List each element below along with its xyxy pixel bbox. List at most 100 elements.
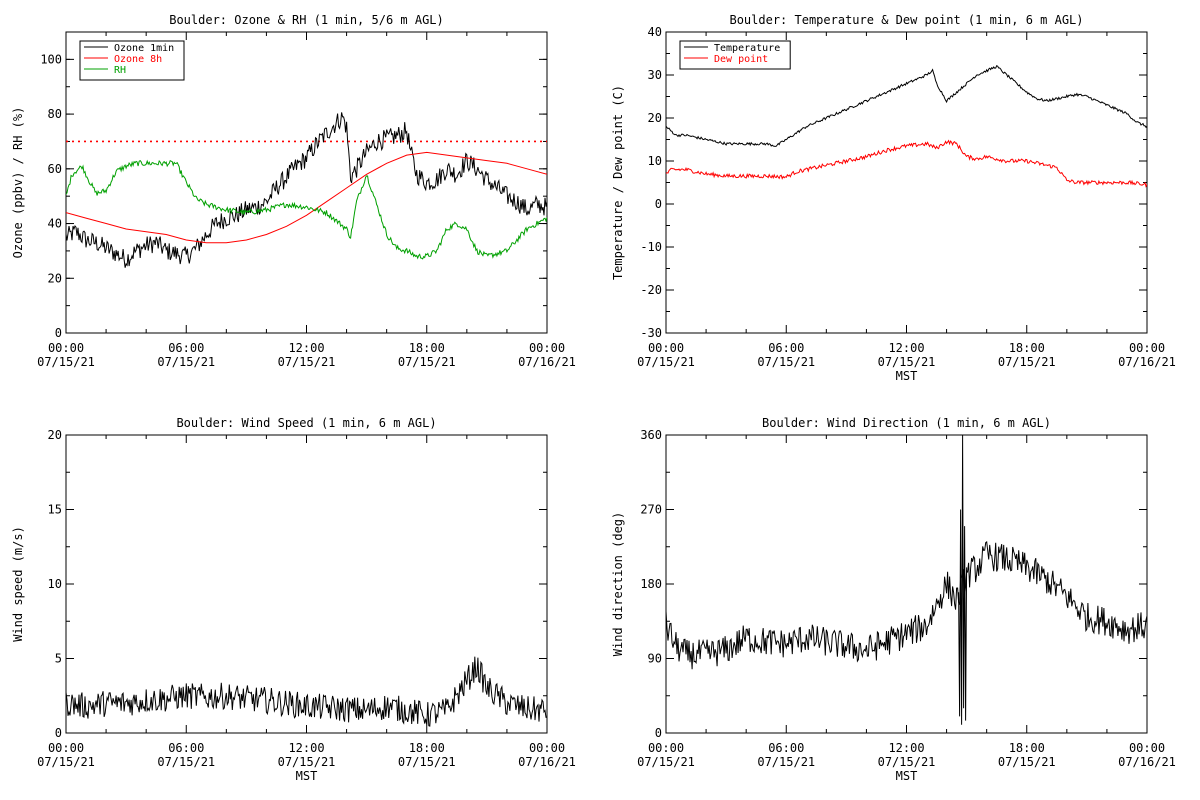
x-tick-time-label: 18:00 [409,341,445,355]
x-tick-date-label: 07/15/21 [278,755,336,769]
y-tick-label: 30 [648,68,662,82]
y-tick-label: 10 [48,577,62,591]
x-tick-time-label: 00:00 [648,741,684,755]
x-tick-date-label: 07/15/21 [878,755,936,769]
x-tick-date-label: 07/15/21 [37,755,95,769]
x-tick-date-label: 07/15/21 [878,355,936,369]
chart-title: Boulder: Ozone & RH (1 min, 5/6 m AGL) [169,13,444,27]
x-tick-date-label: 07/15/21 [37,355,95,369]
x-tick-time-label: 12:00 [888,341,924,355]
x-axis-label: MST [296,769,318,783]
x-tick-time-label: 06:00 [168,341,204,355]
y-tick-label: 180 [640,577,662,591]
y-tick-label: 360 [640,428,662,442]
x-tick-time-label: 06:00 [768,341,804,355]
x-tick-date-label: 07/15/21 [398,755,456,769]
x-axis-label: MST [896,769,918,783]
data-area [666,435,1147,725]
x-tick-time-label: 00:00 [1129,341,1165,355]
x-tick-date-label: 07/15/21 [637,355,695,369]
y-axis-label: Ozone (ppbv) / RH (%) [11,107,25,259]
chart-title: Boulder: Wind Speed (1 min, 6 m AGL) [176,416,436,430]
chart-panel-1: Boulder: Ozone & RH (1 min, 5/6 m AGL) 0 2… [11,13,576,369]
x-tick-date-label: 07/16/21 [1118,355,1176,369]
y-tick-label: 100 [40,52,62,66]
legend-label: Temperature [714,43,780,54]
x-tick-date-label: 07/15/21 [157,355,215,369]
legend-label: Ozone 1min [114,43,174,54]
x-tick-date-label: 07/16/21 [518,355,576,369]
y-tick-label: 10 [648,154,662,168]
chart-title: Boulder: Wind Direction (1 min, 6 m AGL) [762,416,1051,430]
legend-label: RH [114,65,126,76]
x-tick-time-label: 00:00 [529,341,565,355]
x-tick-time-label: 06:00 [768,741,804,755]
y-tick-label: 0 [655,197,662,211]
y-tick-label: -30 [640,326,662,340]
x-tick-time-label: 12:00 [888,741,924,755]
x-tick-date-label: 07/15/21 [757,355,815,369]
series-line-ozone-1min [66,112,547,268]
y-tick-label: 270 [640,503,662,517]
y-tick-label: 60 [48,162,62,176]
x-tick-time-label: 18:00 [409,741,445,755]
x-tick-date-label: 07/16/21 [518,755,576,769]
series-line-data-0 [666,540,1147,670]
x-tick-time-label: 18:00 [1009,741,1045,755]
data-area [66,112,547,268]
x-tick-date-label: 07/15/21 [998,755,1056,769]
x-tick-date-label: 07/15/21 [637,755,695,769]
legend-label: Dew point [714,54,768,65]
y-tick-label: 0 [55,326,62,340]
y-tick-label: 0 [655,726,662,740]
y-tick-label: 40 [648,25,662,39]
legend-label: Ozone 8h [114,54,162,65]
y-tick-label: 0 [55,726,62,740]
series-line-ozone-8h [66,151,547,244]
x-tick-time-label: 06:00 [168,741,204,755]
x-tick-time-label: 18:00 [1009,341,1045,355]
x-axis-label: MST [896,369,918,383]
y-tick-label: 20 [48,428,62,442]
x-tick-time-label: 12:00 [288,741,324,755]
y-axis-label: Wind speed (m/s) [11,526,25,642]
chart-panel-2: Boulder: Temperature & Dew point (1 min,… [611,13,1176,383]
y-axis-label: Wind direction (deg) [611,512,625,657]
chart-title: Boulder: Temperature & Dew point (1 min,… [729,13,1083,27]
plot-frame [65,434,548,734]
plot-frame [665,31,1148,334]
y-tick-label: 80 [48,107,62,121]
y-tick-label: 20 [48,271,62,285]
x-tick-date-label: 07/15/21 [757,755,815,769]
x-tick-time-label: 00:00 [48,741,84,755]
x-tick-date-label: 07/15/21 [278,355,336,369]
data-area [66,656,547,727]
series-line-rh [66,159,547,260]
x-tick-time-label: 12:00 [288,341,324,355]
x-tick-time-label: 00:00 [48,341,84,355]
plot-frame [665,434,1148,734]
y-axis-label: Temperature / Dew point (C) [611,85,625,280]
x-tick-date-label: 07/15/21 [157,755,215,769]
y-tick-label: -10 [640,240,662,254]
y-tick-label: 40 [48,217,62,231]
chart-panel-4: Boulder: Wind Direction (1 min, 6 m AGL)… [611,416,1176,783]
x-tick-time-label: 00:00 [529,741,565,755]
series-line-temperature [666,65,1147,147]
series-line-data-1 [958,435,968,725]
chart-panel-3: Boulder: Wind Speed (1 min, 6 m AGL) 0 5 10… [11,416,576,783]
y-tick-label: 15 [48,503,62,517]
y-tick-label: 90 [648,652,662,666]
data-area [666,65,1147,188]
x-tick-date-label: 07/15/21 [998,355,1056,369]
x-tick-time-label: 00:00 [1129,741,1165,755]
y-tick-label: 5 [55,652,62,666]
series-line-data-0 [66,656,547,727]
x-tick-date-label: 07/16/21 [1118,755,1176,769]
series-line-dew-point [666,139,1147,188]
y-tick-label: -20 [640,283,662,297]
y-tick-label: 20 [648,111,662,125]
